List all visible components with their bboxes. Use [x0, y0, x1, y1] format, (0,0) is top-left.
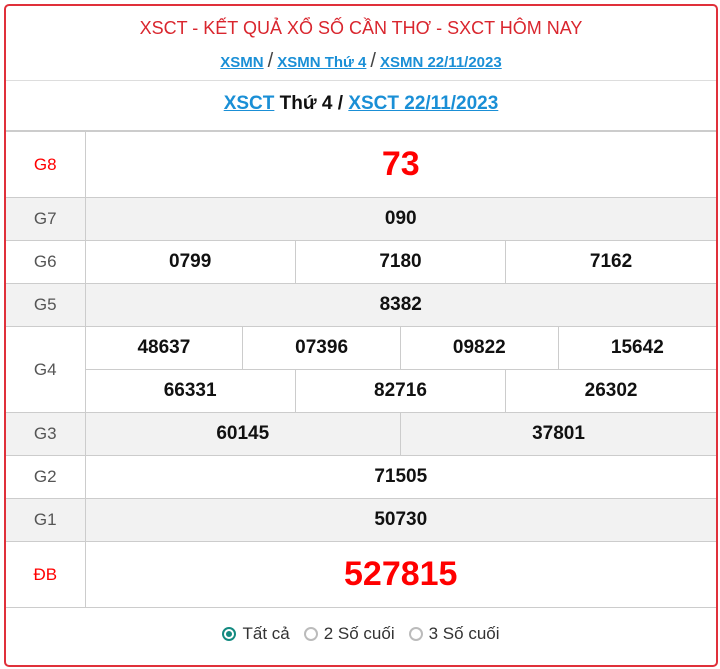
separator: / [267, 50, 274, 72]
row-g3: G3 60145 37801 [6, 412, 716, 456]
panel-header: XSCT - KẾT QUẢ XỔ SỐ CẦN THƠ - SXCT HÔM … [6, 6, 716, 81]
option-label: 2 Số cuối [323, 624, 395, 643]
prize-number: 15642 [557, 326, 716, 370]
prize-number: 66331 [84, 369, 296, 413]
row-g7: G7 090 [6, 197, 716, 241]
option-label: 3 Số cuối [428, 624, 500, 643]
results-table: G8 73 G7 090 G6 0799 7180 7162 G5 8382 G… [6, 131, 716, 608]
prize-label: G3 [6, 412, 86, 456]
prize-number: 82716 [294, 369, 507, 413]
row-g4-2: 66331 82716 26302 [6, 369, 716, 413]
link-xsct[interactable]: XSCT [223, 93, 275, 114]
link-xsct-date[interactable]: XSCT 22/11/2023 [348, 93, 499, 114]
radio-icon[interactable] [408, 627, 423, 641]
prize-number: 48637 [84, 326, 244, 370]
prize-number: 0799 [84, 240, 296, 284]
prize-label: G7 [6, 197, 86, 241]
prize-label: G8 [6, 131, 86, 198]
row-g8: G8 73 [6, 131, 716, 198]
prize-number: 7162 [505, 240, 716, 284]
display-options: Tất cả 2 Số cuối 3 Số cuối [6, 608, 716, 660]
prize-label: G6 [6, 240, 86, 284]
radio-checked-icon[interactable] [222, 627, 237, 641]
prize-number: 07396 [242, 326, 401, 370]
prize-number: 73 [84, 131, 716, 198]
link-xsmn-date[interactable]: XSMN 22/11/2023 [379, 54, 502, 71]
prize-label: G1 [6, 498, 86, 542]
option-all[interactable]: Tất cả [222, 624, 290, 644]
separator: / [370, 50, 376, 72]
prize-number: 8382 [84, 283, 716, 327]
prize-number: 7180 [294, 240, 507, 284]
radio-icon[interactable] [303, 627, 318, 641]
prize-label: ĐB [6, 541, 86, 608]
prize-number: 090 [84, 197, 716, 241]
row-g4: G4 48637 07396 09822 15642 [6, 326, 716, 413]
prize-label: G2 [6, 455, 86, 499]
prize-number: 26302 [505, 369, 716, 413]
special-prize-number: 527815 [84, 541, 716, 608]
prize-number: 09822 [399, 326, 559, 370]
link-xsmn[interactable]: XSMN [220, 54, 264, 71]
prize-number: 37801 [399, 412, 716, 456]
row-g6: G6 0799 7180 7162 [6, 240, 716, 284]
row-g5: G5 8382 [6, 283, 716, 327]
row-g2: G2 71505 [6, 455, 716, 499]
results-panel: XSCT - KẾT QUẢ XỔ SỐ CẦN THƠ - SXCT HÔM … [4, 4, 718, 667]
option-last-3[interactable]: 3 Số cuối [408, 624, 500, 644]
subheader: XSCT Thứ 4 / XSCT 22/11/2023 [6, 81, 716, 131]
prize-number: 60145 [84, 412, 401, 456]
link-xsmn-thu4[interactable]: XSMN Thứ 4 [277, 54, 367, 71]
subheader-text: Thứ 4 / [279, 93, 344, 114]
prize-label: G5 [6, 283, 86, 327]
prize-number: 50730 [84, 498, 716, 542]
prize-number: 71505 [84, 455, 716, 499]
row-g1: G1 50730 [6, 498, 716, 542]
option-last-2[interactable]: 2 Số cuối [303, 624, 395, 644]
breadcrumb: XSMN / XSMN Thứ 4/XSMN 22/11/2023 [6, 40, 716, 73]
row-db: ĐB 527815 [6, 541, 716, 608]
page-title: XSCT - KẾT QUẢ XỔ SỐ CẦN THƠ - SXCT HÔM … [139, 18, 583, 38]
prize-label: G4 [6, 326, 86, 413]
option-label: Tất cả [242, 624, 290, 643]
